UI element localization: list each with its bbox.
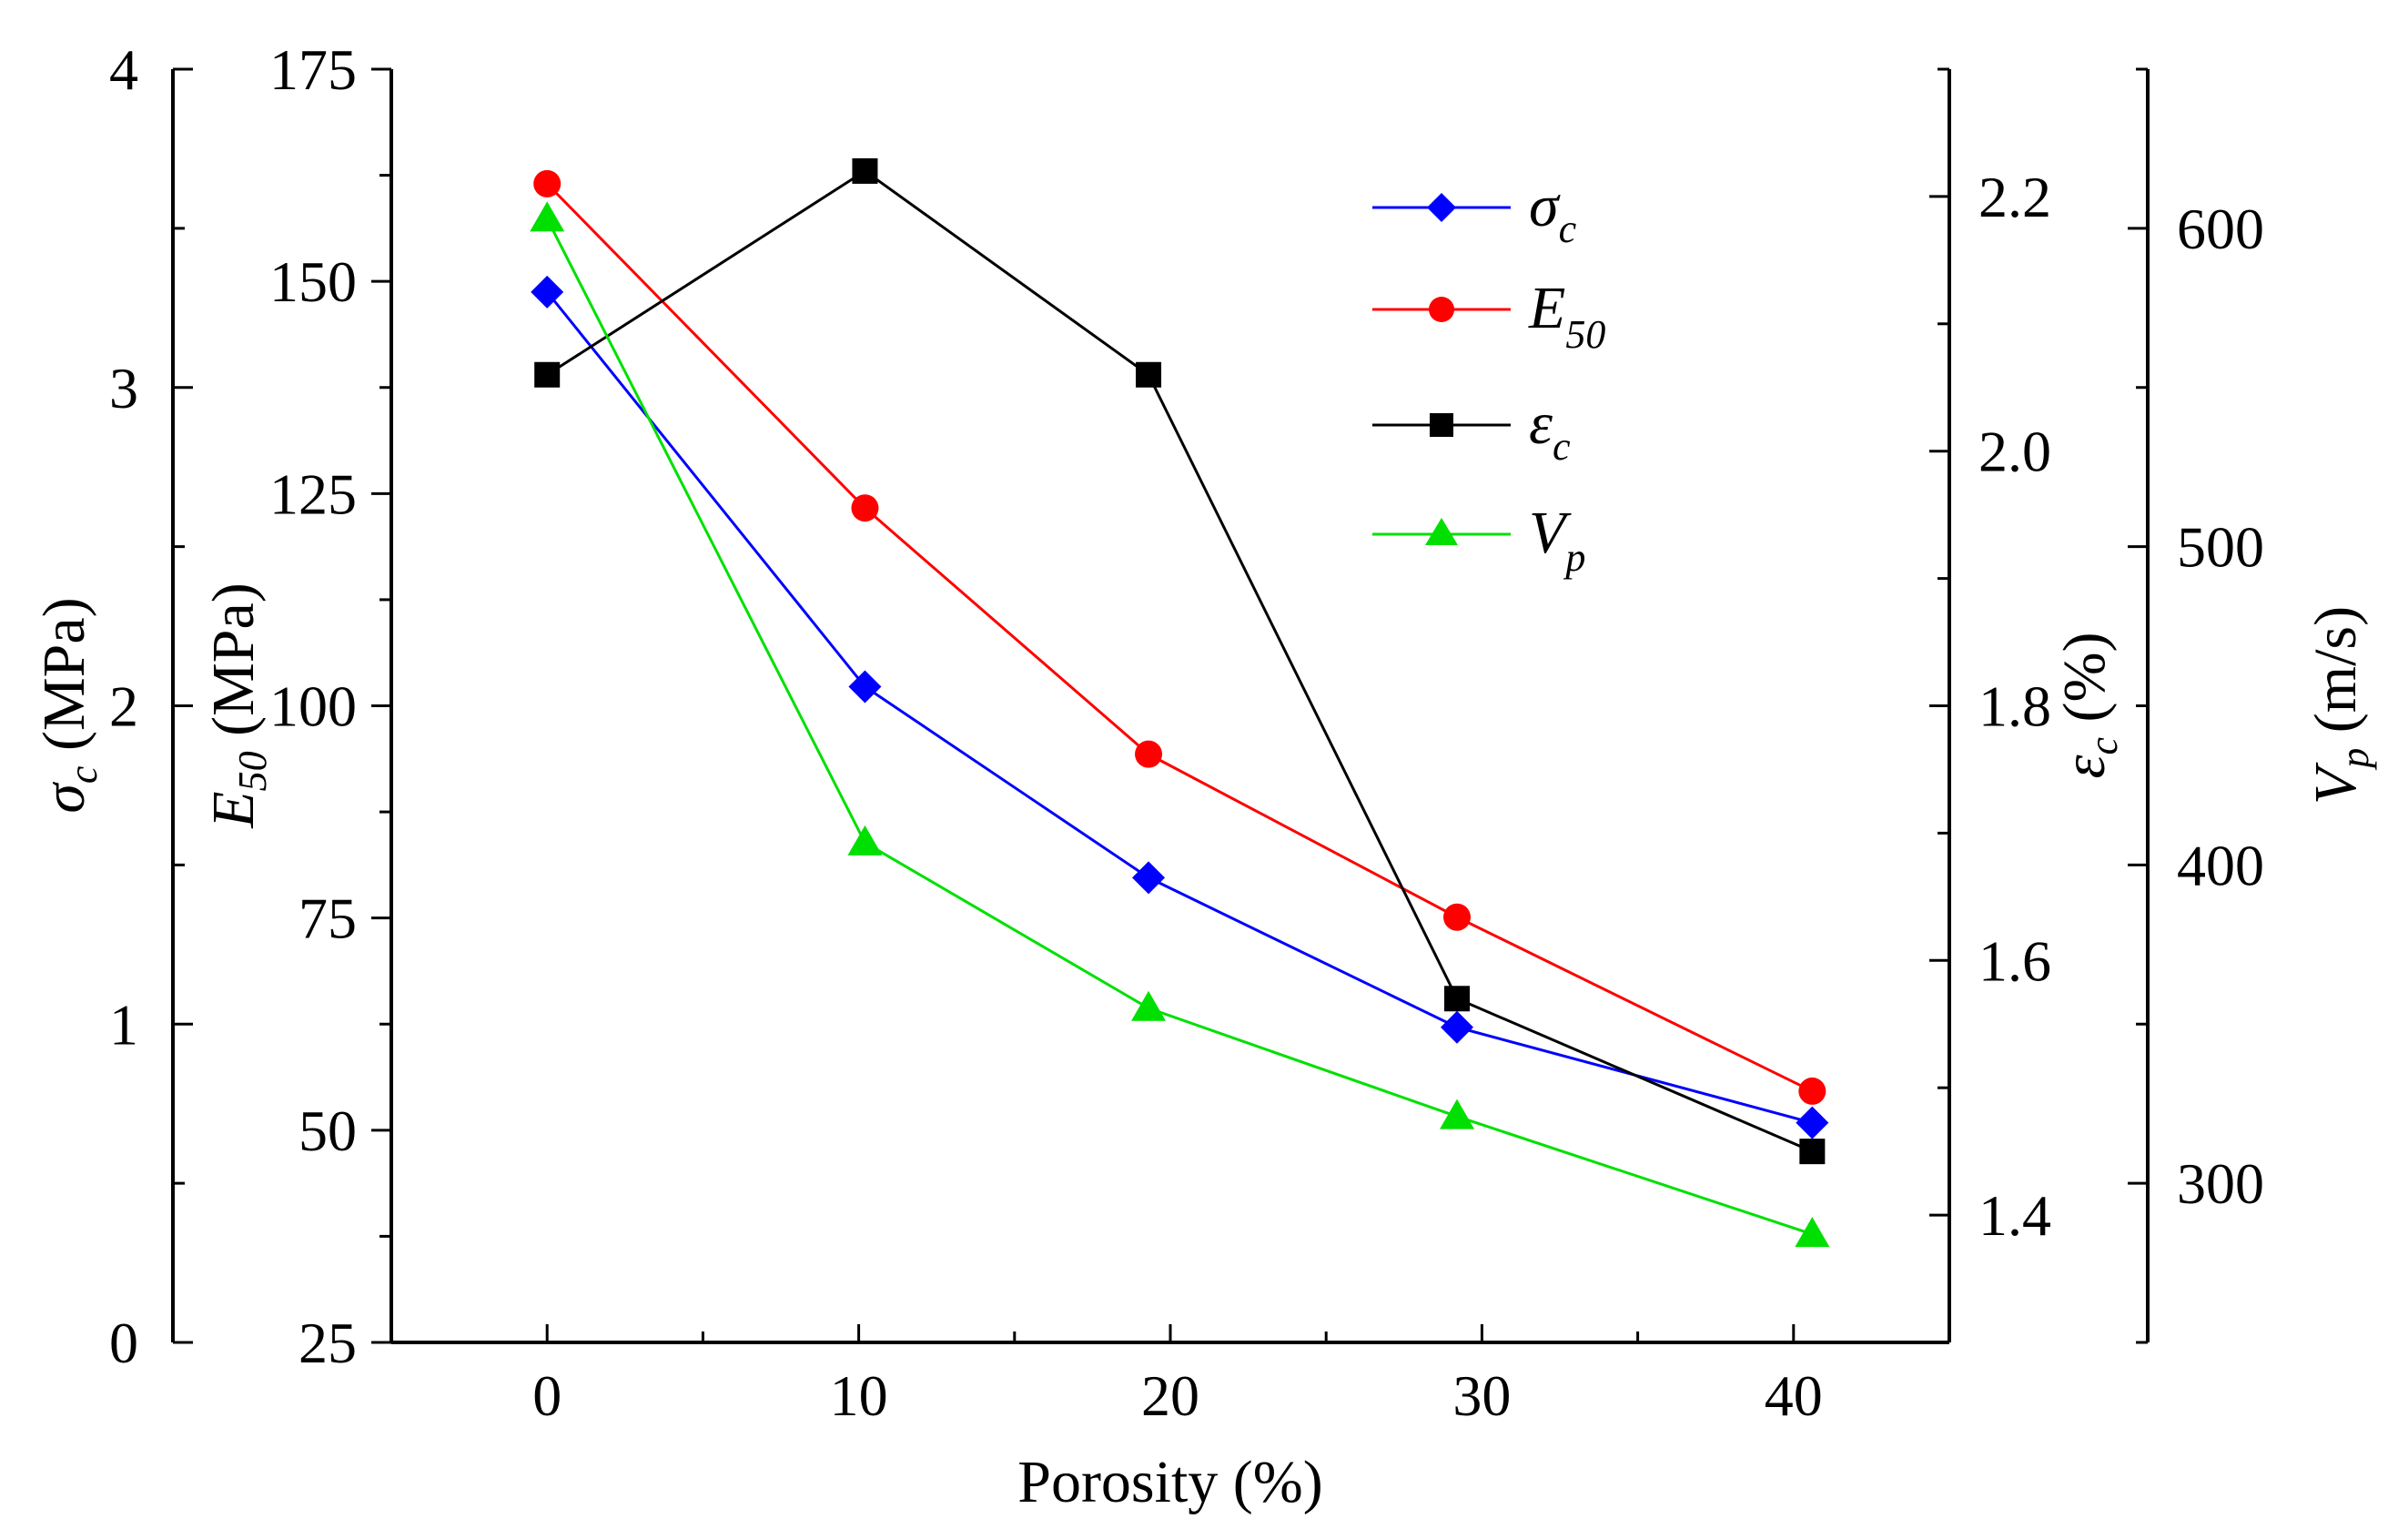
series-Vp [530,201,1830,1248]
E50-tick-label: 25 [298,1311,357,1375]
legend-label-e50: E50 [1528,275,1605,357]
sigma-axis-title: σc (MPa) [31,597,106,813]
eps-axis-title-symbol: ε [2051,754,2118,778]
data-point-sigma [1132,861,1166,895]
data-point-eps [852,157,878,184]
vp-axis-title-symbol: V [2302,762,2369,805]
eps-tick-label: 1.6 [1978,928,2051,993]
data-point-E50 [1135,740,1163,768]
legend-marker-e50 [1429,297,1454,322]
eps-tick-label: 2.2 [1978,165,2051,229]
sigma-axis-title-symbol: σ [31,782,97,814]
eps-axis-ticks: 1.4 1.6 1.8 2.0 2.2 [1929,67,2051,1344]
legend-label-vp: Vp [1529,500,1585,580]
legend-item-vp: Vp [1372,500,1585,580]
eps-tick-label: 1.4 [1978,1183,2051,1248]
legend: σc E50 εc Vp [1372,173,1605,580]
data-point-Vp [1440,1099,1475,1129]
legend-item-eps: εc [1372,390,1571,469]
Vp-tick-label: 500 [2177,515,2264,580]
E50-tick-label: 75 [298,886,357,951]
x-axis-title: Porosity (%) [1017,1449,1322,1515]
vp-axis-title-unit: (m/s) [2302,606,2369,748]
E50-tick-label: 100 [269,674,357,739]
eps-axis-title: εc (%) [2051,633,2126,779]
sigma-axis-ticks: 0 1 2 3 4 [109,37,193,1375]
sigma-tick-label: 1 [109,992,138,1057]
x-tick-label: 0 [532,1363,562,1428]
data-point-E50 [851,494,879,522]
data-point-sigma [1796,1106,1829,1139]
vp-axis-ticks: 300 400 500 600 [2128,67,2264,1344]
legend-marker-eps [1430,413,1453,437]
legend-label-eps: εc [1529,390,1571,469]
data-point-E50 [1443,903,1472,931]
data-point-Vp [1795,1217,1830,1248]
sigma-tick-label: 0 [109,1311,138,1375]
data-point-Vp [1131,990,1167,1021]
data-point-Vp [530,201,565,232]
data-point-eps [1444,986,1471,1012]
series-line-eps [546,169,1813,1153]
E50-tick-label: 150 [269,249,357,314]
legend-item-sigma: σc [1372,173,1577,251]
sigma-axis-title-unit: (MPa) [31,597,97,765]
legend-marker-sigma [1427,193,1456,222]
data-point-eps [534,361,561,388]
e50-axis-title: E50 (MPa) [200,582,275,828]
legend-label-e50-sub: 50 [1565,312,1605,357]
legend-label-sigma-main: σ [1529,173,1561,239]
legend-label-e50-main: E [1528,275,1565,341]
x-tick-label: 10 [830,1363,888,1428]
legend-label-sigma-sub: c [1559,207,1577,251]
data-point-E50 [533,169,562,197]
data-point-eps [1136,361,1162,388]
series-layer [530,157,1830,1248]
series-line-Vp [545,218,1813,1236]
sigma-tick-label: 2 [109,674,138,739]
eps-axis-title-unit: (%) [2051,633,2118,737]
Vp-tick-label: 300 [2177,1151,2264,1216]
x-tick-label: 40 [1765,1363,1823,1428]
E50-tick-label: 125 [269,461,357,526]
series-sigma [531,275,1829,1139]
e50-axis-ticks: 25 50 75 100 125 150 175 [269,37,391,1375]
E50-tick-label: 175 [269,37,357,102]
Vp-tick-label: 400 [2177,833,2264,897]
eps-tick-label: 2.0 [1978,420,2051,484]
e50-axis-title-symbol: E [200,791,267,828]
vp-axis-title-sub: p [2332,748,2377,771]
legend-label-eps-sub: c [1553,424,1571,469]
x-axis-ticks: 0 10 20 30 40 [390,1324,1951,1428]
plot-frame [171,69,2150,1344]
x-tick-label: 30 [1452,1363,1511,1428]
data-point-sigma [1441,1010,1474,1044]
sigma-tick-label: 4 [109,37,138,102]
data-point-eps [1799,1139,1826,1165]
legend-label-sigma: σc [1529,173,1577,251]
series-line-E50 [546,182,1814,1093]
Vp-tick-label: 600 [2177,197,2264,261]
legend-marker-vp [1425,518,1458,545]
sigma-axis-title-sub: c [61,765,106,784]
eps-axis-title-sub: c [2081,736,2126,754]
e50-axis-title-sub: 50 [230,751,275,791]
data-point-E50 [1798,1077,1826,1105]
data-point-sigma [531,275,564,309]
legend-item-e50: E50 [1372,275,1605,357]
E50-tick-label: 50 [298,1099,357,1163]
data-point-Vp [847,825,883,856]
data-point-sigma [848,670,882,704]
legend-label-vp-main: V [1529,500,1572,566]
legend-label-vp-sub: p [1563,535,1585,580]
sigma-tick-label: 3 [109,356,138,420]
series-E50 [533,169,1826,1105]
e50-axis-title-unit: (MPa) [200,582,267,751]
x-tick-label: 20 [1141,1363,1199,1428]
legend-label-eps-main: ε [1529,390,1553,457]
vp-axis-title: Vp (m/s) [2302,606,2377,805]
series-eps [534,157,1826,1165]
eps-tick-label: 1.8 [1978,674,2051,739]
